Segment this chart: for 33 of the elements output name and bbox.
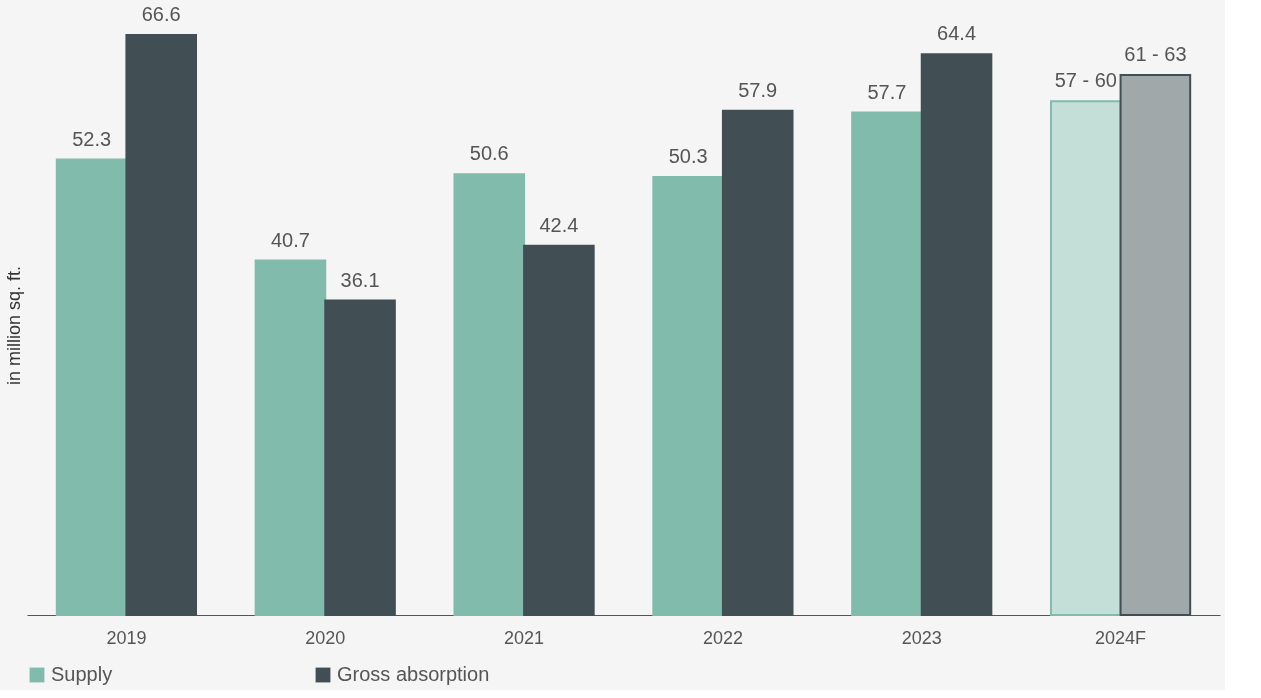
bar <box>453 173 526 616</box>
data-label: 42.4 <box>539 213 579 236</box>
bar <box>55 158 128 616</box>
data-label: 64.4 <box>937 22 977 45</box>
data-label: 36.1 <box>340 268 380 291</box>
legend-label: Supply <box>51 663 113 685</box>
x-tick-label: 2019 <box>106 627 147 648</box>
bar <box>125 34 198 616</box>
bar <box>254 259 327 616</box>
x-tick-label: 2024F <box>1095 627 1147 648</box>
data-label: 50.6 <box>469 142 509 165</box>
x-tick-label: 2022 <box>702 627 743 648</box>
annotation: 61 - 63 <box>1124 43 1187 66</box>
data-label: 57.7 <box>867 80 907 103</box>
data-label: 57.9 <box>738 78 778 101</box>
bar <box>721 109 794 616</box>
y-axis-title: in million sq. ft. <box>3 265 24 386</box>
data-label: 40.7 <box>270 228 310 251</box>
legend-label: Gross absorption <box>337 663 490 685</box>
bar <box>523 244 595 616</box>
x-tick-label: 2023 <box>901 627 942 648</box>
bar <box>652 175 724 616</box>
bar <box>1049 100 1122 616</box>
data-label: 66.6 <box>141 3 181 25</box>
bar <box>920 53 993 616</box>
bar <box>324 299 396 616</box>
data-label: 50.3 <box>668 144 708 167</box>
annotation: 57 - 60 <box>1054 69 1117 92</box>
x-tick-label: 2021 <box>504 627 545 648</box>
bar <box>851 111 923 616</box>
x-tick-label: 2020 <box>305 627 346 648</box>
data-label: 52.3 <box>72 127 112 150</box>
bar <box>1119 74 1192 616</box>
